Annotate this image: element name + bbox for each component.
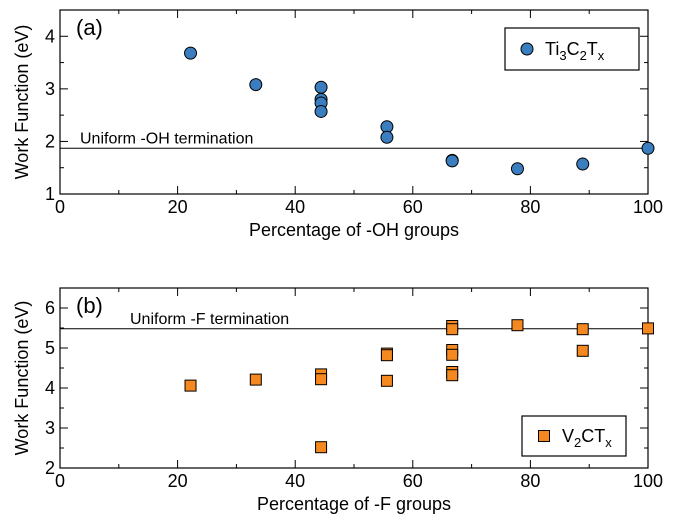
legend-label-part: C <box>567 39 580 59</box>
x-tick-label: 40 <box>285 197 305 217</box>
legend-label-part: CT <box>581 426 605 446</box>
y-tick-label: 3 <box>45 418 55 438</box>
x-tick-label: 60 <box>403 197 423 217</box>
panel-b-chart: 0 20 40 60 80 100 2 3 4 5 6 Percentage of -F groups… <box>12 287 663 514</box>
legend-label: Ti3C2Tx <box>545 39 605 63</box>
legend-label-part: V <box>562 426 574 446</box>
panel-label: (a) <box>76 15 103 40</box>
y-tick-label: 5 <box>45 338 55 358</box>
x-axis-label: Percentage of -F groups <box>257 494 451 514</box>
legend-label: V2CTx <box>562 426 612 450</box>
data-point <box>314 80 328 94</box>
y-axis-label: Work Function (eV) <box>12 301 32 456</box>
x-tick-label: 80 <box>520 471 540 491</box>
data-point <box>642 322 654 335</box>
x-tick-label: 0 <box>55 471 65 491</box>
data-point <box>184 46 198 60</box>
data-point <box>641 141 655 155</box>
legend-marker <box>538 430 550 442</box>
data-point <box>314 104 328 118</box>
data-point <box>510 162 524 176</box>
legend-label-part: 2 <box>574 435 581 450</box>
data-point <box>576 157 590 171</box>
data-point <box>446 323 459 336</box>
data-point <box>576 344 589 357</box>
data-point <box>576 323 589 336</box>
y-tick-label: 4 <box>45 378 55 398</box>
y-tick-label: 6 <box>45 298 55 318</box>
data-point <box>511 319 524 332</box>
data-point <box>315 441 328 454</box>
x-tick-label: 100 <box>633 197 663 217</box>
legend-marker <box>520 42 534 56</box>
data-point <box>446 369 459 382</box>
data-point <box>380 374 393 387</box>
x-tick-label: 60 <box>403 471 423 491</box>
x-tick-label: 20 <box>168 197 188 217</box>
y-tick-label: 4 <box>45 26 55 46</box>
data-point <box>446 348 459 361</box>
legend-label-part: x <box>605 435 612 450</box>
x-tick-label: 40 <box>285 471 305 491</box>
legend-label-part: x <box>598 48 605 63</box>
y-tick-label: 1 <box>45 184 55 204</box>
legend-label-part: 3 <box>559 48 566 63</box>
data-point <box>184 379 197 392</box>
legend-label-part: 2 <box>580 48 587 63</box>
data-point <box>445 154 459 168</box>
data-point <box>315 373 328 386</box>
y-tick-label: 2 <box>45 458 55 478</box>
x-axis-label: Percentage of -OH groups <box>249 220 459 240</box>
y-tick-label: 2 <box>45 131 55 151</box>
reference-line-label: Uniform -F termination <box>130 311 289 328</box>
panel-label: (b) <box>76 293 103 318</box>
y-axis-label: Work Function (eV) <box>12 25 32 180</box>
data-point <box>249 373 262 386</box>
data-point <box>380 130 394 144</box>
reference-line-label: Uniform -OH termination <box>80 130 253 147</box>
x-tick-label: 20 <box>168 471 188 491</box>
y-tick-label: 3 <box>45 79 55 99</box>
x-tick-label: 0 <box>55 197 65 217</box>
x-tick-label: 80 <box>520 197 540 217</box>
legend-label-part: Ti <box>545 39 559 59</box>
data-point <box>380 349 393 362</box>
data-point <box>249 78 263 92</box>
legend-label-part: T <box>587 39 598 59</box>
x-tick-label: 100 <box>633 471 663 491</box>
